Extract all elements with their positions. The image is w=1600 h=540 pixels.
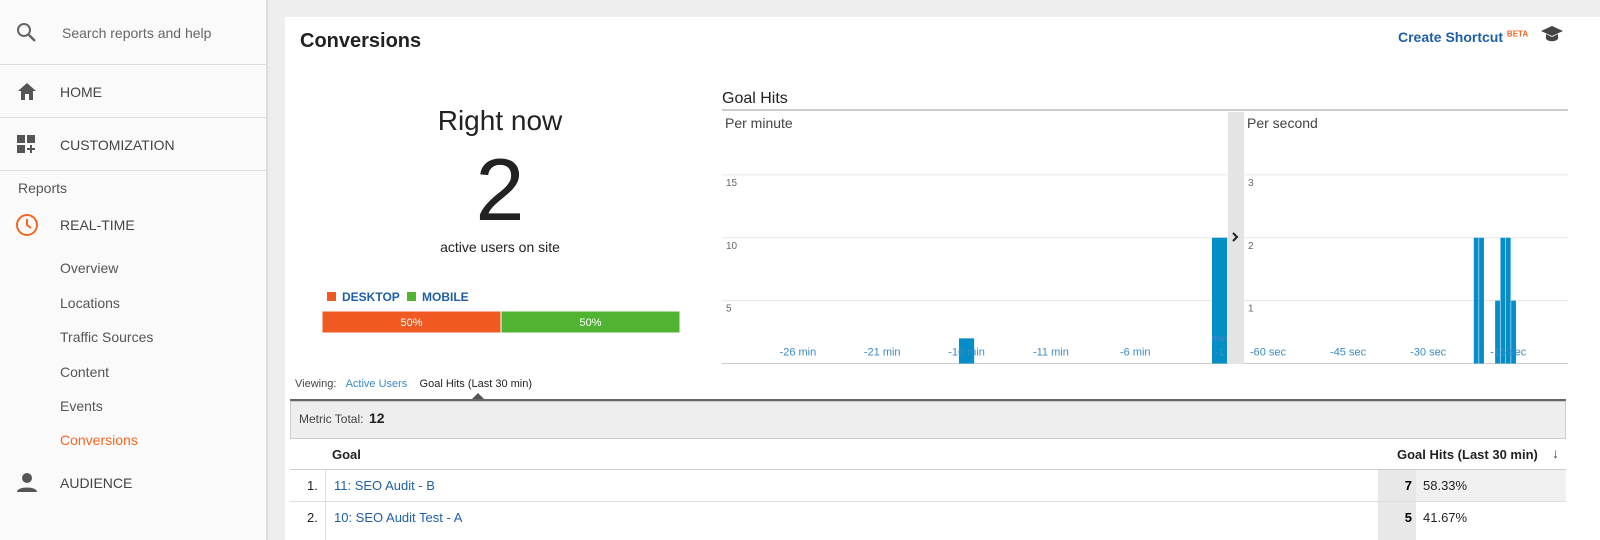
- section-label: Reports: [18, 180, 68, 196]
- search-input[interactable]: Search reports and help: [62, 25, 212, 41]
- x-tick-label: -30 sec: [1410, 347, 1447, 359]
- nav-home[interactable]: HOME: [60, 84, 102, 100]
- x-tick-label: -45 sec: [1330, 347, 1367, 359]
- viewing-tab-active[interactable]: Goal Hits (Last 30 min): [419, 378, 533, 390]
- y-tick-label: 1: [1248, 304, 1254, 315]
- divider: [0, 117, 266, 118]
- percent-cell-bg: [1416, 470, 1566, 501]
- bar: [1479, 237, 1484, 364]
- legend-label: DESKTOP: [342, 290, 400, 304]
- audience-icon: [17, 473, 37, 492]
- right-now-label: Right now: [437, 105, 563, 136]
- chart-subtitle: Per minute: [725, 115, 793, 131]
- x-tick-label: -6 min: [1120, 347, 1151, 359]
- legend-label: MOBILE: [422, 290, 469, 304]
- bar: [1505, 237, 1511, 364]
- page-title: Conversions: [300, 30, 422, 52]
- device-share-label: 50%: [400, 317, 422, 329]
- bar: [1473, 237, 1479, 364]
- active-caption: active users on site: [440, 239, 560, 255]
- viewing-text: Viewing:: [295, 378, 337, 390]
- beta-badge: BETA: [1506, 29, 1529, 39]
- row-divider: [290, 501, 1566, 502]
- goal-hits: 7: [1404, 478, 1412, 493]
- goal-link[interactable]: 11: SEO Audit - B: [334, 478, 435, 493]
- create-shortcut[interactable]: Create Shortcut BETA: [1398, 29, 1528, 45]
- active-count: 2: [475, 140, 525, 239]
- subnav-item[interactable]: Events: [60, 398, 103, 414]
- metric-total: 12: [369, 410, 385, 426]
- divider: [0, 64, 266, 65]
- bar: [1211, 237, 1228, 364]
- subnav-item-active[interactable]: Conversions: [60, 432, 138, 448]
- subnav-item[interactable]: Content: [60, 364, 110, 380]
- customization-icon: [17, 135, 35, 153]
- home-icon: [18, 83, 36, 100]
- header-row: [290, 439, 1566, 470]
- subnav-item[interactable]: Traffic Sources: [60, 329, 154, 345]
- hits-column: [1378, 470, 1416, 540]
- x-tick-label: -16 min: [948, 347, 985, 359]
- subnav-item[interactable]: Locations: [60, 295, 120, 311]
- chart-title: Goal Hits: [722, 90, 788, 107]
- goal-percent: 58.33%: [1423, 478, 1468, 493]
- sidebar: Search reports and help HOME CUSTOMIZATI…: [0, 0, 268, 540]
- goal-percent: 41.67%: [1423, 510, 1468, 525]
- bar: [1500, 237, 1506, 364]
- device-share-label: 50%: [579, 317, 601, 329]
- y-tick-label: 2: [1248, 241, 1254, 252]
- viewing-tab[interactable]: Active Users: [345, 378, 408, 390]
- device-share-bar: [500, 310, 681, 334]
- y-tick-label: 10: [726, 241, 738, 252]
- legend-swatch: [327, 292, 336, 301]
- subnav-item[interactable]: Overview: [60, 260, 119, 276]
- bar: [1511, 300, 1516, 364]
- y-tick-label: 5: [726, 304, 732, 315]
- x-tick-label: -11 min: [1033, 347, 1069, 359]
- sort-arrow[interactable]: ↓: [1552, 445, 1559, 461]
- legend-swatch: [407, 292, 416, 301]
- shortcut-text[interactable]: Create Shortcut: [1398, 29, 1504, 45]
- nav-audience[interactable]: AUDIENCE: [60, 475, 133, 491]
- tab-pointer: [471, 393, 485, 400]
- x-tick-label: -15 sec: [1490, 347, 1527, 359]
- y-tick-label: 3: [1248, 178, 1254, 189]
- col-divider: [325, 470, 326, 540]
- row-index: 2.: [307, 510, 318, 525]
- chart-subtitle: Per second: [1247, 115, 1318, 131]
- divider: [0, 170, 266, 171]
- row-index: 1.: [307, 478, 318, 493]
- goal-link[interactable]: 10: SEO Audit Test - A: [334, 510, 463, 525]
- nav-realtime[interactable]: REAL-TIME: [60, 217, 135, 233]
- x-tick-label: -1: [1215, 347, 1225, 359]
- x-tick-label: -60 sec: [1250, 347, 1287, 359]
- realtime-icon: [16, 214, 38, 236]
- splitter-arrow[interactable]: [1232, 232, 1239, 242]
- bar: [958, 338, 975, 364]
- nav-customization[interactable]: CUSTOMIZATION: [60, 137, 175, 153]
- x-tick-label: -26 min: [780, 347, 817, 359]
- metric-total-label: Metric Total:: [299, 412, 364, 426]
- x-unit-label: min: [1212, 334, 1228, 345]
- table: Metric Total: 12 Goal Goal Hits (Last 30…: [290, 399, 1566, 540]
- content-card: [285, 17, 1600, 540]
- cap-icon[interactable]: [1540, 25, 1564, 43]
- column-header[interactable]: Goal Hits (Last 30 min): [1397, 447, 1538, 462]
- viewing-label: Viewing: Active Users Goal Hits (Last 30…: [295, 378, 532, 390]
- y-tick-label: 15: [726, 178, 738, 189]
- x-tick-label: -21 min: [864, 347, 901, 359]
- column-header[interactable]: Goal: [332, 447, 361, 462]
- bar: [1495, 300, 1500, 364]
- metric-total-row: [290, 401, 1566, 439]
- search-icon: [17, 23, 36, 42]
- goal-hits: 5: [1404, 510, 1412, 525]
